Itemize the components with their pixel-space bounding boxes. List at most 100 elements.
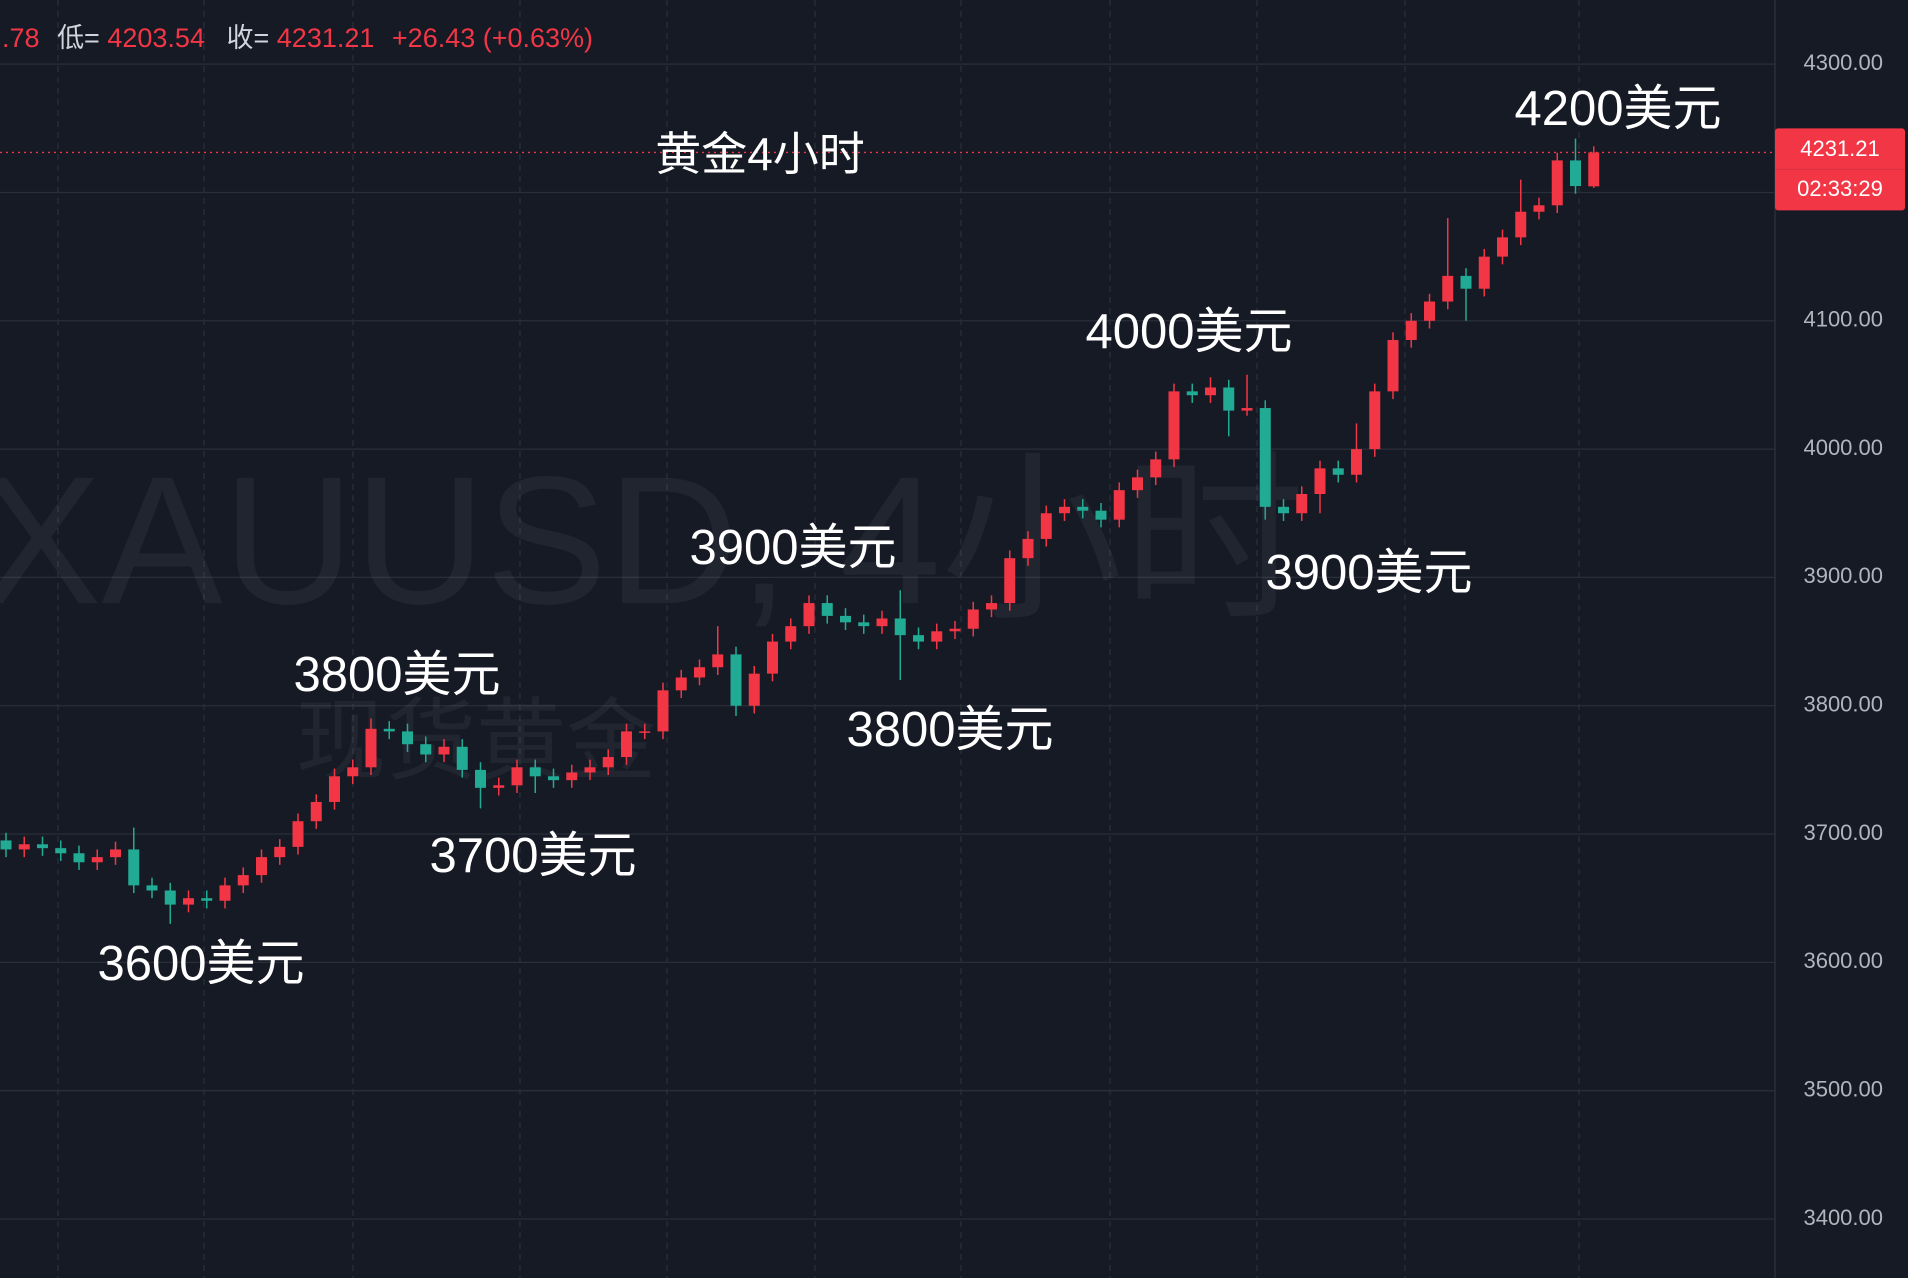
candle-body [986,603,997,610]
candle-body [1369,391,1381,450]
candle-body [584,767,596,773]
candle-body [1570,160,1581,187]
candle-body [1515,211,1527,238]
candle-body [657,690,669,732]
candle-body [1332,468,1344,475]
candle-body [183,898,194,905]
y-tick-label: 3900.00 [1803,563,1883,588]
candle-body [110,849,121,858]
header-low-label: 低= [57,23,100,53]
candle-body [201,898,213,901]
annotation: 4000美元 [1085,305,1292,359]
candle-body [1132,477,1143,491]
candle-body [274,846,286,858]
candle-body [1497,237,1508,257]
header-close-label: 收= [226,23,269,53]
candle-body [913,635,924,642]
candle-body [1278,506,1289,514]
candle-body [329,776,340,802]
candle-body [1059,506,1070,514]
y-axis: 3400.00 3500.00 3600.00 3700.00 3800.00 3900.… [1775,50,1905,1230]
y-tick-label: 4000.00 [1803,435,1883,460]
candle-body [438,746,450,755]
candle-body [602,757,614,768]
y-tick-label: 3800.00 [1803,692,1883,717]
candle-body [511,767,523,786]
y-tick-label: 3700.00 [1803,820,1883,845]
candle-body [1387,340,1399,392]
candle-body [219,885,231,901]
header-close: 4231.21 [277,23,375,53]
candle-body [256,857,267,876]
candle-body [931,631,943,642]
header-low: 4203.54 [107,23,205,53]
candle-body [420,744,432,755]
candle-body [767,641,778,674]
annotation: 3900美元 [689,521,896,575]
annotation: 3700美元 [429,829,636,883]
annotation: 4200美元 [1514,82,1721,136]
candle-body [785,626,797,642]
candle-body [310,801,322,822]
candle-body [0,840,12,850]
candle-body [894,618,906,636]
candle-body [1205,387,1216,396]
header-change: +26.43 (+0.63%) [392,23,593,53]
annotation: 3900美元 [1265,546,1472,600]
candle-body [91,857,103,863]
y-tick-label: 4300.00 [1803,50,1883,75]
candle-body [1460,275,1472,289]
candle-body [292,821,304,847]
candle-body [1351,449,1362,475]
candle-body [493,785,505,788]
y-tick-label: 3600.00 [1803,948,1883,973]
chart-title: 黄金4小时 [655,128,865,180]
candle-body [1150,459,1162,478]
candle-body [694,667,705,678]
candle-body [730,654,742,706]
candle-body [1241,408,1253,411]
annotation: 3800美元 [846,703,1053,757]
annotations: 黄金4小时 4200美元 4000美元 3900美元 3900美元 3800美元 3800美… [97,82,1721,991]
ohlc-header: .78 低= 4203.54 收= 4231.21 +26.43 (+0.63%… [2,23,593,53]
candle-body [37,844,48,849]
candle-body [949,628,961,632]
candle-body [73,853,85,863]
annotation: 3800美元 [293,648,500,702]
y-tick-label: 4100.00 [1803,307,1883,332]
candle-body [18,844,30,850]
header-open: .78 [2,23,40,53]
countdown-label: 02:33:29 [1797,176,1883,201]
candle-body [529,767,541,777]
candle-body [1314,468,1326,495]
candle-body [1040,513,1052,539]
candle-body [840,615,851,623]
candle-body [456,746,468,770]
candle-body [675,677,687,691]
candle-body [1168,391,1180,460]
candle-body [1478,256,1490,289]
candle-body [1113,490,1125,520]
candle-body [365,728,377,768]
candle-body [1296,494,1308,514]
y-tick-label: 3400.00 [1803,1205,1883,1230]
candle-body [1405,320,1417,341]
candle-body [621,731,632,758]
y-tick-label: 3500.00 [1803,1076,1883,1101]
candle-body [1533,205,1545,212]
last-price-label: 4231.21 [1800,136,1880,161]
candle-body [402,731,413,745]
candle-body [237,875,249,886]
candle-body [1259,408,1271,507]
candle-body [128,849,140,886]
candle-body [1077,506,1089,511]
candle-body [821,603,833,616]
candle-body [383,728,395,732]
candle-body [639,731,651,733]
candle-body [55,848,67,854]
candle-body [548,776,559,781]
candle-body [1223,387,1235,411]
candle-body [475,769,486,788]
